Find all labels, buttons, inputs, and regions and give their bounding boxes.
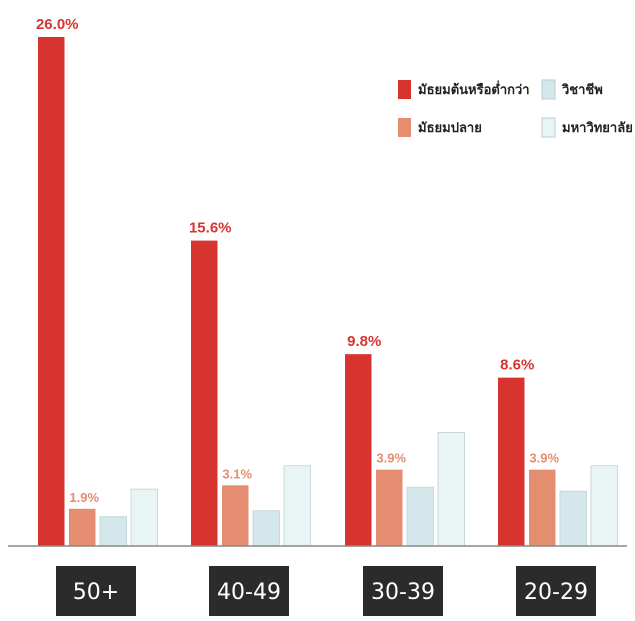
- data-label-0-20-29: 8.6%: [500, 357, 534, 374]
- bar-0-20-29: [498, 377, 525, 546]
- bar-1-30-39: [376, 469, 403, 546]
- legend-label-1: มัธยมปลาย: [418, 121, 482, 136]
- legend: มัธยมต้นหรือต่ำกว่ามัธยมปลาย วิชาชีพมหาวิ…: [398, 79, 633, 138]
- data-label-0-30-39: 9.8%: [347, 333, 381, 350]
- bar-0-40-49: [191, 240, 218, 546]
- category-tick-box-40-49: [209, 566, 289, 616]
- legend-swatch-1: [398, 118, 411, 137]
- bar-0-50+: [38, 37, 65, 546]
- data-label-0-40-49: 15.6%: [189, 220, 232, 237]
- category-tick-box-50+: [56, 566, 136, 616]
- category-tick-label-50+: 50+: [73, 580, 119, 605]
- legend-label-2: วิชาชีพ: [561, 82, 603, 98]
- bar-1-20-29: [529, 469, 556, 546]
- data-label-1-50+: 1.9%: [69, 490, 99, 505]
- legend-label-3: มหาวิทยาลัย: [562, 121, 633, 136]
- bar-2-40-49: [252, 510, 280, 547]
- bar-1-40-49: [222, 485, 249, 546]
- category-tick-box-20-29: [516, 566, 596, 616]
- bar-2-30-39: [406, 486, 434, 547]
- bar-3-50+: [130, 488, 158, 547]
- bar-3-30-39: [437, 431, 465, 547]
- bars-layer: [38, 37, 618, 547]
- ticks-layer: 50+ 40-49 30-39 20-29: [56, 566, 596, 616]
- category-tick-label-40-49: 40-49: [217, 580, 281, 605]
- legend-label-0: มัธยมต้นหรือต่ำกว่า: [418, 80, 530, 98]
- legend-swatch-0: [398, 80, 411, 99]
- legend-swatch-2: [541, 79, 556, 100]
- bar-0-30-39: [345, 354, 372, 546]
- bar-2-20-29: [559, 490, 587, 547]
- bar-3-20-29: [590, 465, 618, 547]
- data-label-0-50+: 26.0%: [36, 16, 79, 33]
- category-tick-label-20-29: 20-29: [524, 580, 588, 605]
- bar-3-40-49: [283, 465, 311, 547]
- data-label-1-20-29: 3.9%: [529, 451, 559, 466]
- data-label-1-30-39: 3.9%: [376, 451, 406, 466]
- bar-2-50+: [99, 516, 127, 547]
- data-label-1-40-49: 3.1%: [222, 466, 252, 481]
- labels-layer: 26.0% 15.6% 9.8% 8.6% 1.9% 3.1% 3.9% 3.9%: [36, 16, 560, 505]
- category-tick-box-30-39: [363, 566, 443, 616]
- category-tick-label-30-39: 30-39: [371, 580, 435, 605]
- bar-1-50+: [69, 508, 96, 546]
- legend-swatch-3: [541, 117, 556, 138]
